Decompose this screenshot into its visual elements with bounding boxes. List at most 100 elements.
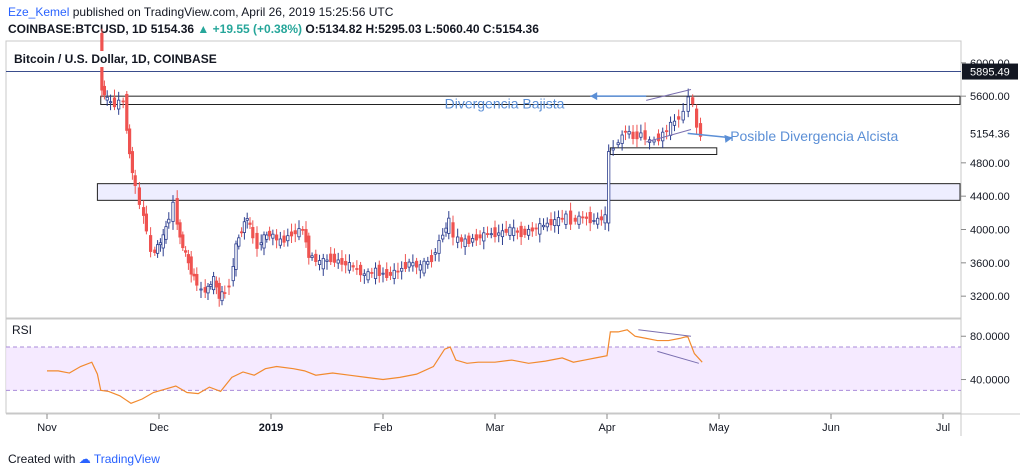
candle-body [549, 219, 553, 226]
price-tick-label: 4800.00 [970, 158, 1010, 170]
candle-body [396, 270, 400, 273]
candle-body [274, 234, 279, 241]
time-tick-label: Jun [822, 422, 840, 434]
candle-body [581, 216, 585, 219]
author-link[interactable]: Eze_Kemel [8, 5, 70, 19]
candle-body [171, 201, 175, 222]
candle-body [370, 272, 374, 274]
candle-body [635, 131, 639, 140]
candle-body [239, 231, 244, 234]
candle-body [351, 265, 355, 268]
candle-body [325, 259, 329, 262]
candle-body [611, 148, 615, 151]
candle-body [686, 96, 690, 112]
candle-body [362, 273, 366, 276]
candle-body [603, 214, 607, 224]
candle-body [262, 234, 266, 249]
candle-body [130, 151, 134, 174]
price-marker-label: 5154.36 [970, 128, 1010, 140]
candle-body [381, 272, 385, 275]
candle-body [265, 234, 269, 240]
price-tick-label: 4000.00 [970, 225, 1010, 237]
time-tick-label: Dec [149, 422, 169, 434]
candle-body [304, 229, 308, 243]
rsi-tick-label: 40.0000 [970, 375, 1010, 387]
candle-body [153, 249, 157, 253]
up-arrow-icon: ▲ [197, 22, 210, 36]
rsi-divergence-line [638, 329, 692, 337]
candle-body [358, 264, 363, 276]
candle-body [186, 254, 190, 264]
candle-body [255, 232, 259, 249]
candle-body [203, 287, 207, 293]
created-with-text: Created with [8, 452, 76, 466]
candle-body [631, 131, 635, 139]
candle-body [411, 262, 415, 267]
candle-body [242, 221, 246, 233]
candle-body [573, 217, 577, 222]
symbol-name: COINBASE:BTCUSD, 1D [8, 22, 148, 36]
candle-body [538, 223, 542, 235]
candle-body [459, 237, 464, 242]
candle-body [167, 218, 171, 224]
candle-body [125, 93, 129, 131]
chart-title: Bitcoin / U.S. Dollar, 1D, COINBASE [14, 51, 217, 67]
tradingview-link[interactable]: TradingView [93, 452, 160, 466]
horizontal-zone [96, 183, 961, 201]
candle-body [329, 253, 333, 263]
time-tick-label: Jul [936, 422, 950, 434]
candle-body [530, 227, 534, 232]
candle-body [227, 285, 231, 288]
candle-body [504, 228, 508, 233]
price-pane-border [5, 40, 962, 319]
candle-body [441, 234, 445, 240]
candle-body [523, 228, 527, 235]
candle-body [214, 280, 218, 288]
candle-body [451, 222, 455, 238]
arrow-left-icon [590, 92, 598, 101]
candle-body [183, 250, 188, 253]
candle-body [596, 217, 600, 225]
annotation-layer: Divergencia Bajista Posible Divergencia A… [445, 89, 898, 364]
time-tick-label: Feb [374, 422, 393, 434]
rsi-line [47, 329, 703, 405]
candle-body [220, 291, 224, 302]
candle-body [478, 234, 482, 239]
price-marker-badge [962, 63, 1018, 80]
candle-body [137, 187, 141, 205]
price-tick-label: 3200.00 [970, 291, 1010, 303]
annotation-bearish: Divergencia Bajista [445, 96, 565, 112]
candle-body [112, 97, 117, 108]
candle-body [422, 260, 426, 274]
candle-body [231, 266, 235, 282]
price-axis: 6000.005600.004800.004400.004000.003600.… [961, 58, 1018, 303]
candle-body [407, 261, 411, 268]
candle-body [584, 216, 589, 219]
candle-body [217, 282, 221, 299]
tradingview-logo-icon: ☁ [78, 452, 91, 466]
candle-body [355, 268, 359, 270]
candle-body [181, 234, 185, 249]
rsi-layer [47, 329, 703, 405]
rsi-label: RSI [12, 323, 33, 337]
candle-body [164, 226, 168, 240]
candle-body [672, 120, 677, 126]
candle-body [251, 227, 255, 239]
candle-body [314, 253, 318, 262]
candle-body [127, 128, 132, 155]
candle-body [392, 269, 396, 279]
candle-body [199, 288, 203, 291]
price-marker-label: 5895.49 [970, 67, 1010, 79]
candle-body [388, 271, 393, 276]
candle-body [665, 130, 669, 133]
candle-body [500, 230, 505, 238]
candle-body [474, 234, 478, 241]
candle-body [282, 235, 286, 243]
candle-body [105, 96, 109, 101]
arrow-right-icon [724, 134, 733, 143]
candle-body [237, 237, 241, 247]
candle-body [307, 235, 311, 258]
candle-body [347, 262, 352, 271]
candle-body [620, 134, 624, 144]
